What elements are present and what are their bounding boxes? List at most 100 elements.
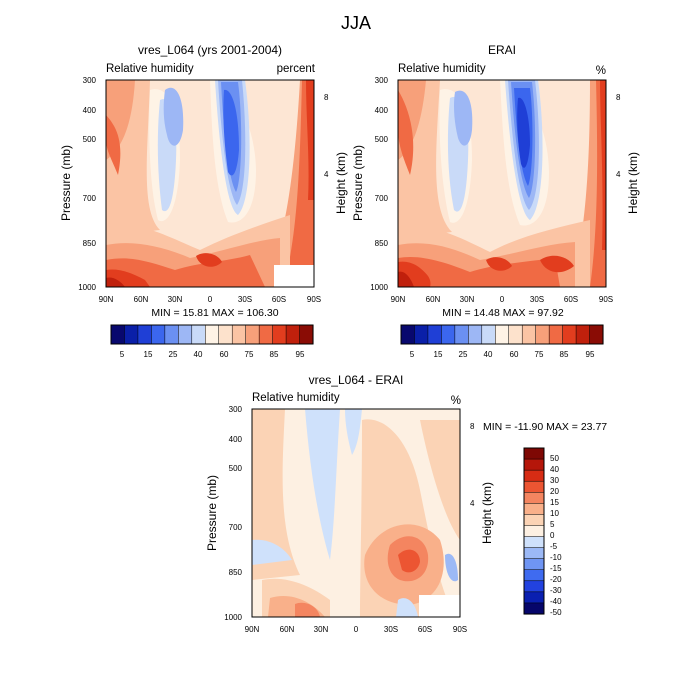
panel-difference-y-right-axis: 8 4 (470, 422, 475, 508)
colorbar-tick-label: 60 (220, 350, 229, 359)
colorbar-tick-label: 95 (296, 350, 305, 359)
colorbar-tick-label: 15 (434, 350, 443, 359)
y-tick-label: 300 (83, 76, 97, 85)
colorbar-swatch (523, 469, 545, 482)
panel-difference-x-axis: 90N 60N 30N 0 30S 60S 90S (245, 625, 467, 634)
colorbar-swatch (110, 324, 126, 345)
colorbar-swatch (299, 324, 314, 345)
panel-reanalysis-units-label: % (596, 65, 606, 77)
panel-difference-y-axis-title: Pressure (mb) (205, 475, 219, 551)
colorbar-tick-label: 95 (586, 350, 595, 359)
y-tick-label: 500 (229, 464, 243, 473)
colorbar-tick-label: 5 (410, 350, 415, 359)
x-tick-label: 90S (599, 295, 613, 304)
colorbar-swatch (191, 324, 206, 345)
colorbar-tick-label: 30 (550, 476, 559, 485)
colorbar-swatch (441, 324, 456, 345)
panel-reanalysis-y-axis-title: Pressure (mb) (351, 145, 365, 221)
colorbar-swatch (562, 324, 577, 345)
colorbar-swatch (414, 324, 429, 345)
colorbar-swatch (523, 536, 545, 549)
colorbar-swatch (285, 324, 301, 345)
x-tick-label: 30S (238, 295, 252, 304)
panel-model-variable-label: Relative humidity (106, 63, 194, 75)
colorbar-tick-label: 40 (484, 350, 493, 359)
x-tick-label: 90S (307, 295, 321, 304)
colorbar-tick-label: 60 (510, 350, 519, 359)
colorbar-swatch (231, 324, 247, 345)
y-tick-label: 300 (229, 405, 243, 414)
colorbar-swatch (508, 324, 523, 345)
panel-model-x-axis: 90N 60N 30N 0 30S 60S 90S (99, 295, 321, 304)
colorbar-swatch (523, 514, 545, 527)
panel-reanalysis-y-right-axis: 8 4 (616, 93, 621, 179)
panel-reanalysis-title: ERAI (488, 43, 516, 57)
panel-model-title: vres_L064 (yrs 2001-2004) (138, 43, 282, 57)
panel-model-field (105, 79, 315, 288)
panel-reanalysis: ERAI Relative humidity % (351, 43, 640, 359)
y-tick-label: 400 (83, 106, 97, 115)
x-tick-label: 60N (280, 625, 295, 634)
x-tick-label: 30N (168, 295, 183, 304)
colorbar-swatch (535, 324, 550, 345)
colorbar-swatch (523, 547, 545, 560)
colorbar-tick-label: 5 (550, 520, 555, 529)
x-tick-label: 60N (426, 295, 441, 304)
colorbar-swatch (523, 569, 545, 582)
y-tick-label: 400 (375, 106, 389, 115)
panel-difference-field (251, 408, 461, 618)
y-tick-label: 300 (375, 76, 389, 85)
panel-reanalysis-y-axis: 300 400 500 700 850 1000 (370, 76, 388, 292)
x-tick-label: 0 (208, 295, 213, 304)
colorbar-swatch (523, 580, 545, 593)
panel-difference: vres_L064 - ERAI Relative humidity % 90N… (205, 373, 607, 634)
panel-reanalysis-y-right-axis-title: Height (km) (626, 152, 640, 214)
colorbar-swatch (523, 458, 545, 471)
x-tick-label: 0 (354, 625, 359, 634)
panel-model-colorbar: 5 15 25 40 60 75 85 95 (110, 324, 314, 359)
y-tick-label: 850 (83, 239, 97, 248)
x-tick-label: 90N (99, 295, 114, 304)
colorbar-swatch (258, 324, 274, 345)
panel-difference-colorbar-swatches (523, 447, 545, 615)
colorbar-tick-label: -10 (550, 553, 562, 562)
panel-reanalysis-x-axis: 90N 60N 30N 0 30S 60S 90S (391, 295, 613, 304)
colorbar-swatch (523, 492, 545, 504)
y-tick-label: 1000 (224, 613, 242, 622)
y-tick-label: 500 (375, 135, 389, 144)
colorbar-tick-label: -50 (550, 608, 562, 617)
colorbar-swatch (427, 324, 442, 345)
y-right-tick-label: 4 (616, 170, 621, 179)
y-tick-label: 700 (375, 194, 389, 203)
panel-model-y-axis: 300 400 500 700 850 1000 (78, 76, 96, 292)
panel-model-y-right-axis: 8 4 (324, 93, 329, 179)
panel-reanalysis-variable-label: Relative humidity (398, 63, 486, 75)
colorbar-tick-label: 15 (144, 350, 153, 359)
colorbar-swatch (468, 324, 483, 345)
panel-difference-y-right-axis-title: Height (km) (480, 482, 494, 544)
colorbar-swatch (205, 324, 220, 345)
colorbar-tick-label: 25 (169, 350, 178, 359)
colorbar-swatch (137, 324, 152, 345)
x-tick-label: 60S (272, 295, 286, 304)
colorbar-swatch (523, 525, 545, 538)
panel-reanalysis-stats: MIN = 14.48 MAX = 97.92 (442, 307, 564, 319)
panel-model-stats: MIN = 15.81 MAX = 106.30 (151, 307, 278, 319)
panel-reanalysis-colorbar: 5 15 25 40 60 75 85 95 (400, 324, 604, 359)
colorbar-swatch (245, 324, 260, 345)
colorbar-swatch (164, 324, 179, 345)
colorbar-tick-label: 50 (550, 454, 559, 463)
colorbar-tick-label: 20 (550, 487, 559, 496)
x-tick-label: 30S (530, 295, 544, 304)
panel-model: vres_L064 (yrs 2001-2004) Relative humid… (59, 43, 348, 359)
x-tick-label: 90N (245, 625, 260, 634)
colorbar-swatch (151, 324, 166, 345)
x-tick-label: 60N (134, 295, 149, 304)
panel-model-y-axis-title: Pressure (mb) (59, 145, 73, 221)
panel-reanalysis-colorbar-swatches (400, 324, 604, 345)
colorbar-swatch (521, 324, 537, 345)
colorbar-tick-label: -20 (550, 575, 562, 584)
colorbar-tick-label: 85 (560, 350, 569, 359)
y-right-tick-label: 8 (324, 93, 329, 102)
